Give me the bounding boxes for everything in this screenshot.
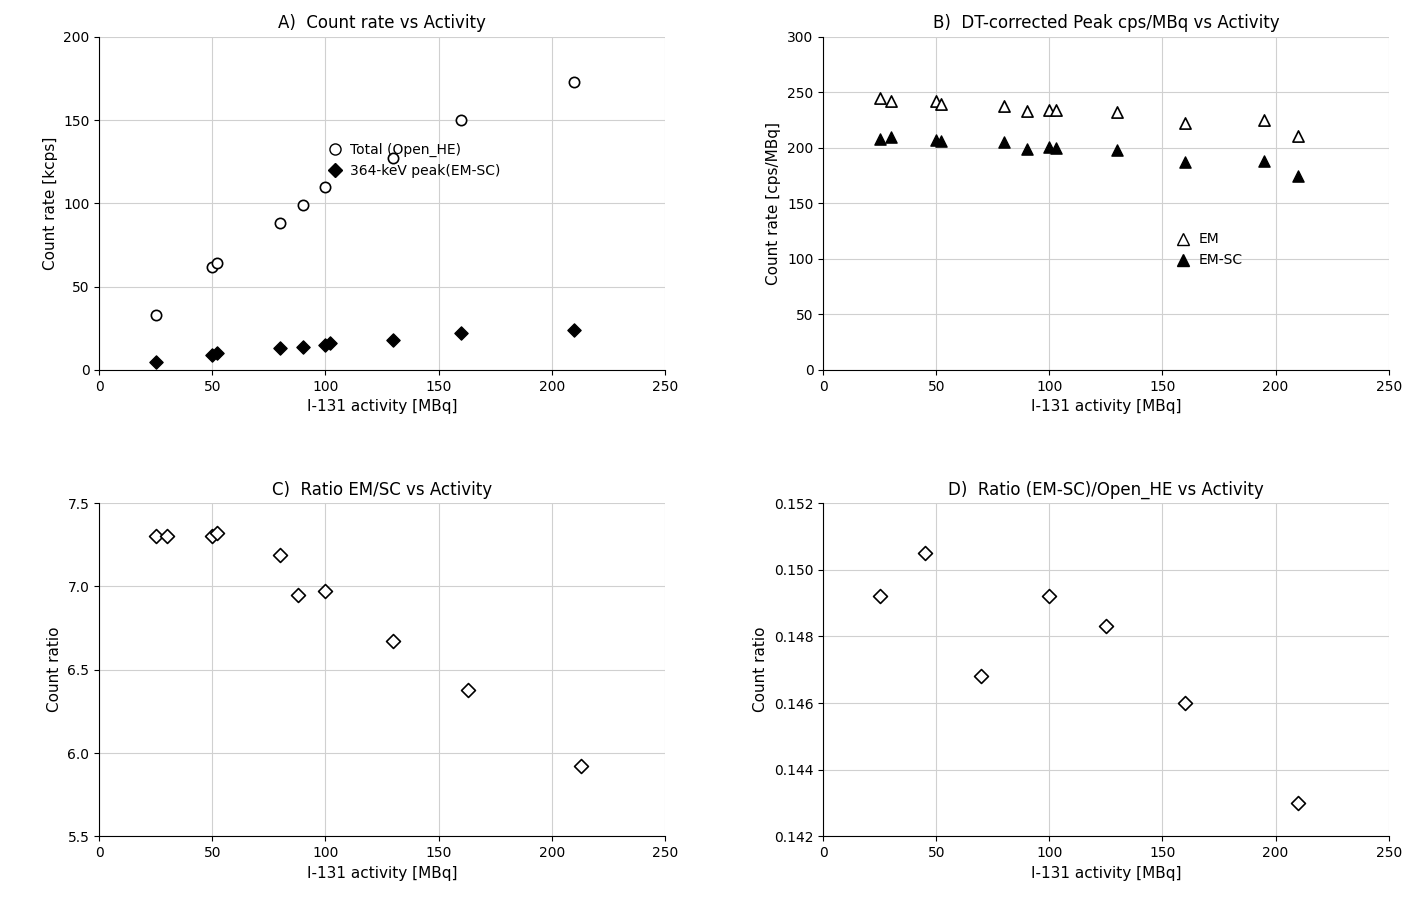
Point (315, 179, 337, 194)
Point (315, 584, 337, 599)
Point (383, 634, 405, 649)
Point (269, 548, 292, 562)
Point (563, 323, 585, 337)
Point (1105, 142, 1128, 157)
Point (1287, 129, 1309, 143)
X-axis label: I-131 activity [MBq]: I-131 activity [MBq] (306, 866, 458, 880)
Point (145, 529, 167, 544)
Point (1039, 140, 1061, 154)
Point (869, 589, 891, 604)
Point (201, 529, 224, 544)
Y-axis label: Count rate [cps/MBq]: Count rate [cps/MBq] (767, 122, 781, 285)
Point (993, 98, 1016, 113)
Point (319, 336, 341, 351)
Point (201, 259, 224, 274)
Point (925, 132, 948, 147)
Point (914, 546, 937, 561)
Point (993, 135, 1016, 150)
Title: A)  Count rate vs Activity: A) Count rate vs Activity (278, 15, 486, 32)
Y-axis label: Count ratio: Count ratio (47, 627, 62, 712)
Point (880, 130, 903, 144)
Point (205, 346, 228, 360)
Point (930, 134, 952, 149)
Point (1039, 589, 1061, 604)
Point (201, 347, 224, 362)
Point (1287, 168, 1309, 183)
Point (456, 682, 479, 698)
Point (869, 90, 891, 105)
Point (930, 97, 952, 112)
Title: C)  Ratio EM/SC vs Activity: C) Ratio EM/SC vs Activity (272, 481, 492, 499)
Point (1044, 103, 1067, 118)
Point (1039, 103, 1061, 118)
Y-axis label: Count rate [kcps]: Count rate [kcps] (43, 137, 58, 270)
Point (286, 587, 309, 602)
Point (315, 337, 337, 352)
Point (205, 255, 228, 270)
Point (869, 131, 891, 146)
Legend: EM, EM-SC: EM, EM-SC (1169, 227, 1248, 273)
Point (1044, 141, 1067, 155)
Point (1016, 142, 1039, 156)
Point (1094, 619, 1117, 634)
Point (156, 529, 179, 544)
Legend: Total (Open_HE), 364-keV peak(EM-SC): Total (Open_HE), 364-keV peak(EM-SC) (322, 137, 506, 183)
Y-axis label: Count ratio: Count ratio (754, 627, 768, 712)
Point (1173, 155, 1196, 170)
Point (145, 354, 167, 369)
X-axis label: I-131 activity [MBq]: I-131 activity [MBq] (306, 399, 458, 414)
Point (383, 151, 405, 165)
Point (449, 113, 472, 128)
Title: D)  Ratio (EM-SC)/Open_HE vs Activity: D) Ratio (EM-SC)/Open_HE vs Activity (948, 481, 1264, 499)
Title: B)  DT-corrected Peak cps/MBq vs Activity: B) DT-corrected Peak cps/MBq vs Activity (932, 15, 1280, 32)
Point (563, 74, 585, 89)
Point (1105, 105, 1128, 119)
Point (1173, 696, 1196, 710)
Point (971, 669, 993, 684)
Point (925, 94, 948, 108)
X-axis label: I-131 activity [MBq]: I-131 activity [MBq] (1030, 399, 1182, 414)
Point (383, 333, 405, 347)
Point (292, 198, 315, 212)
Point (880, 94, 903, 108)
Point (1287, 796, 1309, 811)
Point (145, 308, 167, 323)
Point (449, 326, 472, 341)
Point (292, 339, 315, 354)
Point (1173, 116, 1196, 130)
Point (269, 341, 292, 356)
Point (1253, 113, 1275, 128)
Point (269, 216, 292, 231)
Point (205, 526, 228, 540)
Point (1253, 153, 1275, 168)
Point (1016, 104, 1039, 119)
X-axis label: I-131 activity [MBq]: I-131 activity [MBq] (1030, 866, 1182, 880)
Point (570, 759, 592, 774)
